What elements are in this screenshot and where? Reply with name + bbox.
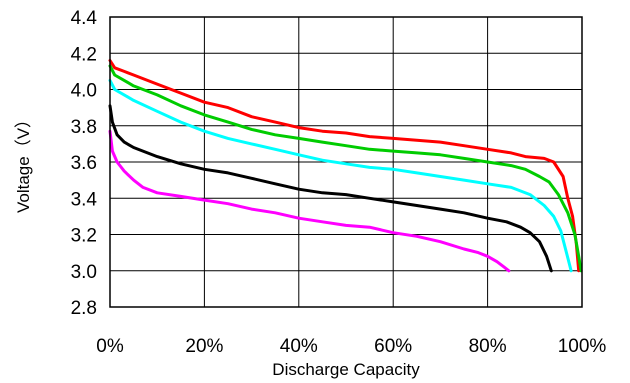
- y-tick-label: 3.0: [71, 262, 97, 283]
- y-tick-label: 4.0: [71, 81, 97, 102]
- y-axis-title: Voltage（V）: [14, 111, 33, 213]
- y-tick-label: 2.8: [71, 298, 97, 319]
- y-tick-label: 3.8: [71, 117, 97, 138]
- x-tick-label: 20%: [185, 336, 223, 357]
- y-tick-label: 4.2: [71, 44, 97, 65]
- y-tick-label: 3.2: [71, 226, 97, 247]
- plot-frame: [109, 16, 583, 308]
- x-tick-labels: 0% 20% 40% 60% 80% 100%: [96, 336, 606, 357]
- series-line: [108, 129, 511, 273]
- series-line: [108, 59, 581, 273]
- grid-lines: [109, 16, 583, 308]
- x-tick-label: 80%: [469, 336, 507, 357]
- series-line: [108, 104, 553, 273]
- y-tick-label: 3.6: [71, 153, 97, 174]
- y-tick-label: 3.4: [71, 189, 98, 210]
- x-tick-label: 100%: [558, 336, 607, 357]
- series-line: [108, 78, 573, 273]
- x-axis-title: Discharge Capacity: [272, 360, 420, 379]
- x-tick-label: 60%: [374, 336, 412, 357]
- series-line: [108, 64, 583, 273]
- x-tick-label: 40%: [280, 336, 318, 357]
- x-tick-label: 0%: [96, 336, 124, 357]
- series-lines: [108, 59, 583, 273]
- y-tick-label: 4.4: [71, 8, 98, 29]
- y-tick-labels: 2.8 3.0 3.2 3.4 3.6 3.8 4.0 4.2 4.4: [71, 8, 98, 319]
